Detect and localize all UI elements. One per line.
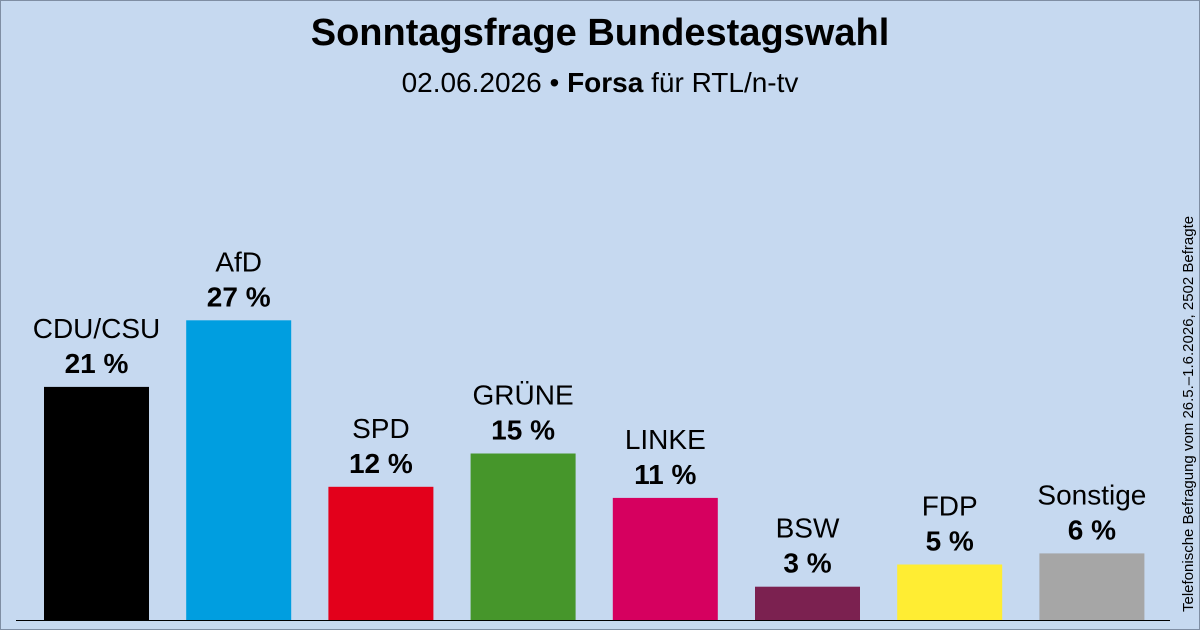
bar-7	[1039, 553, 1145, 620]
bar-category-label-2: SPD	[352, 413, 410, 444]
bar-2	[328, 486, 434, 620]
bar-1	[186, 320, 292, 620]
subtitle-date: 02.06.2026	[401, 67, 542, 98]
bar-0	[44, 386, 149, 620]
bar-3	[470, 453, 576, 620]
bar-6	[897, 564, 1003, 620]
bar-5	[755, 586, 860, 620]
bar-category-label-0: CDU/CSU	[33, 313, 161, 344]
bar-value-label-0: 21 %	[65, 348, 129, 379]
bar-value-label-3: 15 %	[491, 415, 555, 446]
bar-value-label-6: 5 %	[926, 526, 974, 557]
chart-title: Sonntagsfrage Bundestagswahl	[310, 12, 890, 54]
bar-category-label-1: AfD	[215, 246, 262, 277]
bar-4	[612, 497, 718, 620]
bar-category-label-3: GRÜNE	[473, 380, 574, 411]
bar-category-label-4: LINKE	[625, 424, 706, 455]
subtitle-pollster: Forsa	[567, 67, 644, 98]
chart-subtitle: 02.06.2026 • Forsa für RTL/n-tv	[0, 67, 1200, 99]
subtitle-client: für RTL/n-tv	[643, 67, 799, 98]
bar-category-label-5: BSW	[776, 513, 840, 544]
bar-value-label-2: 12 %	[349, 448, 413, 479]
bar-value-label-4: 11 %	[634, 459, 696, 490]
survey-note: Telefonische Befragung vom 26.5.–1.6.202…	[1180, 215, 1197, 612]
subtitle-separator: •	[541, 67, 568, 98]
bar-value-label-1: 27 %	[207, 281, 271, 312]
bar-category-label-6: FDP	[922, 491, 978, 522]
bar-value-label-5: 3 %	[783, 548, 831, 579]
bar-value-label-7: 6 %	[1068, 514, 1116, 545]
bar-category-label-7: Sonstige	[1037, 479, 1146, 510]
